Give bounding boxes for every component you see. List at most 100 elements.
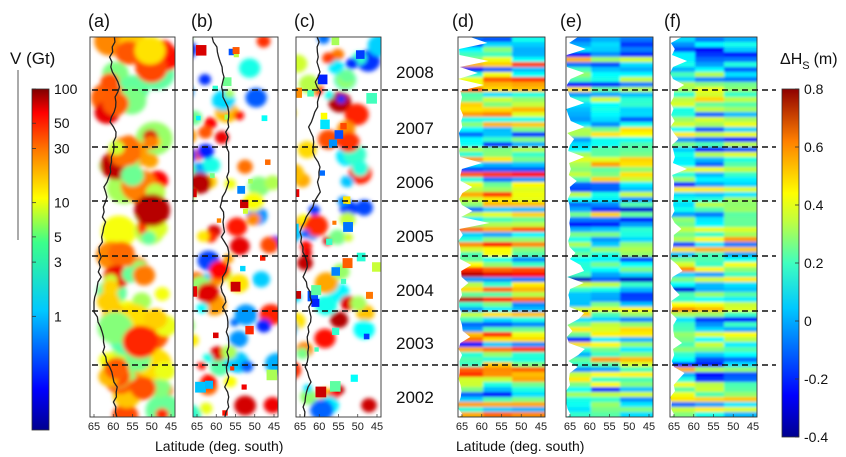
data-band xyxy=(566,257,599,263)
data-band xyxy=(591,297,628,303)
data-band xyxy=(724,182,757,188)
data-band xyxy=(670,42,703,48)
data-blob xyxy=(175,391,187,402)
data-band xyxy=(566,322,599,328)
data-band xyxy=(566,377,599,383)
data-blob xyxy=(197,361,207,370)
data-band xyxy=(670,237,703,243)
data-band xyxy=(670,112,703,118)
colorbar-left-tick-label: 5 xyxy=(54,229,62,245)
data-cell xyxy=(248,178,253,184)
data-band xyxy=(483,42,520,48)
data-band xyxy=(591,377,628,383)
data-band xyxy=(724,102,757,108)
data-band xyxy=(591,187,628,193)
data-band xyxy=(591,152,628,158)
data-band xyxy=(591,387,628,393)
data-band xyxy=(512,287,545,293)
data-band xyxy=(512,262,545,268)
data-band xyxy=(695,107,732,113)
data-blob xyxy=(193,334,199,347)
data-band xyxy=(483,62,520,68)
data-cell xyxy=(212,85,218,92)
data-band xyxy=(566,372,599,378)
data-band xyxy=(620,97,653,103)
data-band xyxy=(566,237,599,243)
data-band xyxy=(724,387,757,393)
data-band xyxy=(724,142,757,148)
data-band xyxy=(591,157,628,163)
x-tick-label: 55 xyxy=(332,421,344,433)
data-blob xyxy=(130,376,157,400)
data-band xyxy=(620,147,653,153)
data-band xyxy=(458,322,491,328)
data-blob xyxy=(197,143,214,159)
data-band xyxy=(670,277,703,283)
data-band xyxy=(695,257,732,263)
data-band xyxy=(670,372,703,378)
data-band xyxy=(458,137,491,143)
colorbar-left-tick-label: 100 xyxy=(54,81,78,97)
data-blob xyxy=(229,237,250,256)
data-band xyxy=(458,192,491,198)
data-band xyxy=(566,187,599,193)
data-band xyxy=(695,187,732,193)
data-band xyxy=(512,207,545,213)
data-blob xyxy=(237,159,253,174)
data-band xyxy=(512,112,545,118)
data-band xyxy=(670,272,703,278)
data-band xyxy=(512,127,545,133)
data-blob xyxy=(234,304,258,326)
data-band xyxy=(695,337,732,343)
data-band xyxy=(566,147,599,153)
x-tick-label: 60 xyxy=(313,421,325,433)
data-band xyxy=(695,272,732,278)
data-band xyxy=(670,47,703,53)
data-band xyxy=(670,52,703,58)
data-cell xyxy=(315,386,327,398)
panel-label: (a) xyxy=(88,11,110,31)
data-band xyxy=(566,57,599,63)
data-band xyxy=(591,312,628,318)
data-band xyxy=(591,332,628,338)
data-band xyxy=(670,82,703,88)
data-band xyxy=(695,82,732,88)
data-band xyxy=(483,277,520,283)
data-blob xyxy=(193,404,202,417)
data-band xyxy=(483,392,520,398)
data-band xyxy=(483,267,520,273)
data-band xyxy=(695,237,732,243)
data-band xyxy=(670,212,703,218)
data-band xyxy=(512,212,545,218)
data-band xyxy=(591,382,628,388)
colorbar-left-tick-label: 30 xyxy=(54,140,70,156)
data-band xyxy=(670,307,703,313)
x-tick-label: 55 xyxy=(495,421,507,433)
colorbar-left-tick-label: 1 xyxy=(54,308,62,324)
data-band xyxy=(566,307,599,313)
data-cell xyxy=(228,48,236,56)
data-band xyxy=(458,292,491,298)
data-band xyxy=(566,157,599,163)
data-cell xyxy=(213,332,219,339)
data-blob xyxy=(339,69,355,84)
data-band xyxy=(620,242,653,248)
data-blob xyxy=(96,290,120,312)
data-blob xyxy=(296,312,306,330)
data-band xyxy=(620,287,653,293)
data-band xyxy=(695,207,732,213)
data-band xyxy=(620,397,653,403)
data-band xyxy=(512,192,545,198)
data-band xyxy=(512,152,545,158)
data-band xyxy=(483,227,520,233)
data-band xyxy=(670,67,703,73)
data-cell xyxy=(176,317,185,326)
data-cell xyxy=(296,223,299,235)
data-band xyxy=(566,407,599,413)
data-band xyxy=(670,167,703,173)
data-band xyxy=(695,382,732,388)
data-band xyxy=(695,277,732,283)
data-band xyxy=(483,167,520,173)
data-band xyxy=(483,72,520,78)
